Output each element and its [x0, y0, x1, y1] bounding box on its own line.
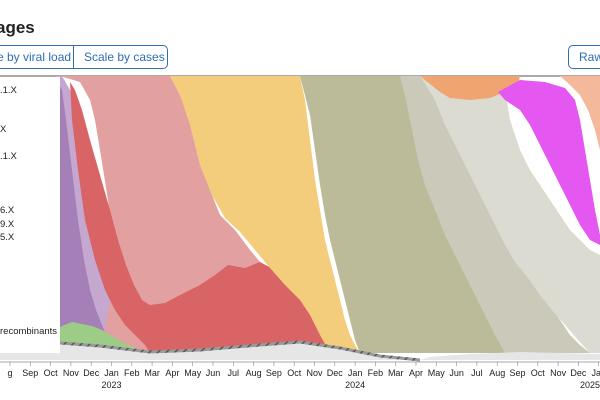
x-tick-label: Jun	[206, 368, 221, 378]
area-olive	[300, 76, 505, 353]
baseline-hatch	[59, 340, 421, 362]
x-tick-label: Oct	[44, 368, 59, 378]
page-title: ages	[0, 18, 35, 37]
x-tick-label: Mar	[144, 368, 160, 378]
x-tick-label: Dec	[83, 368, 100, 378]
x-tick-label: Aug	[246, 368, 262, 378]
x-tick-label: Sep	[266, 368, 282, 378]
x-tick-label: Feb	[124, 368, 140, 378]
x-tick-label: Apr	[165, 368, 179, 378]
area-orange-yellow	[170, 76, 360, 353]
x-tick-label: Oct	[531, 368, 546, 378]
scale-by-viral-load-button[interactable]: e by viral load	[0, 45, 74, 69]
x-tick-label: Oct	[287, 368, 302, 378]
x-tick-label: Jan	[591, 368, 600, 378]
x-tick-label: Aug	[489, 368, 505, 378]
x-tick-label: Dec	[570, 368, 587, 378]
x-tick-label: Jul	[471, 368, 483, 378]
baseline-band	[0, 342, 420, 360]
x-tick-label: Jan	[104, 368, 119, 378]
area-purple-dark	[55, 76, 120, 353]
legend-item: 9.X	[0, 219, 15, 230]
x-tick-label: Feb	[368, 368, 384, 378]
legend-item: recombinants	[0, 326, 58, 337]
scale-by-cases-button[interactable]: Scale by cases	[73, 45, 168, 69]
x-tick-label: Jan	[348, 368, 363, 378]
legend-item: .1.X	[0, 85, 17, 96]
x-tick-label: Apr	[409, 368, 423, 378]
legend-item: X	[0, 124, 7, 135]
x-tick-label: Nov	[306, 368, 323, 378]
area-salmon	[560, 76, 600, 150]
x-tick-label: g	[7, 368, 12, 378]
baseline-band-right	[420, 352, 600, 360]
area-red-light	[60, 76, 360, 353]
x-tick-label: May	[428, 368, 446, 378]
x-tick-label: Jul	[228, 368, 240, 378]
legend-item: 6.X	[0, 205, 15, 216]
area-grey-dark	[400, 76, 590, 353]
x-tick-label: Dec	[327, 368, 344, 378]
area-orange	[420, 76, 520, 100]
x-year-label: 2025	[580, 380, 600, 390]
x-tick-label: Sep	[22, 368, 38, 378]
x-year-label: 2023	[101, 380, 121, 390]
x-tick-label: May	[184, 368, 202, 378]
legend-item: .1.X	[0, 151, 17, 162]
raw-button[interactable]: Raw	[568, 45, 600, 69]
x-year-label: 2024	[345, 380, 365, 390]
x-tick-label: Nov	[63, 368, 80, 378]
area-red-dark	[70, 82, 355, 353]
variant-frequency-chart: g Sep Oct Nov Dec Jan Feb Mar Apr May Jun Jul Aug Sep…	[0, 75, 600, 390]
x-tick-label: Jun	[449, 368, 464, 378]
area-magenta	[498, 80, 600, 245]
x-tick-label: Nov	[550, 368, 567, 378]
x-tick-label: Sep	[509, 368, 525, 378]
legend: .1.X X .1.X 6.X 9.X 5.X recombinants	[0, 77, 60, 353]
x-tick-label: Mar	[388, 368, 404, 378]
legend-item: 5.X	[0, 232, 15, 243]
area-grey-light	[420, 76, 600, 353]
